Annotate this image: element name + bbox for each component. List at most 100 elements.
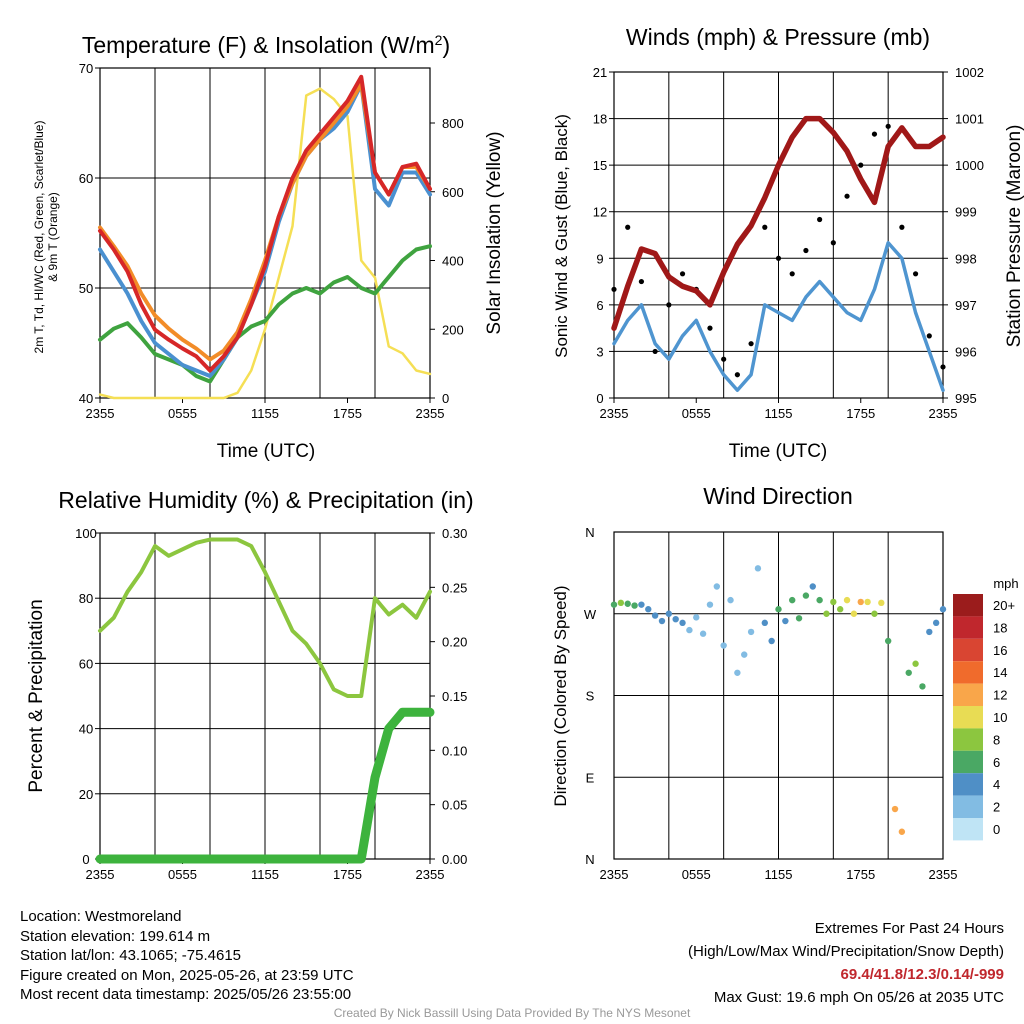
y-tick-label: E <box>586 770 595 785</box>
station-location: Location: Westmoreland <box>20 908 182 925</box>
legend-label: 2 <box>993 800 1000 815</box>
x-tick-label: 0555 <box>168 406 197 421</box>
y-tick-label: 50 <box>79 281 93 296</box>
series-line-station-pressure <box>611 115 946 331</box>
y2-tick-label: 800 <box>442 116 464 131</box>
direction-point <box>658 617 666 625</box>
title-sup: 2 <box>435 32 443 48</box>
series-line-solar-insolation <box>98 87 432 400</box>
y-tick-label: 0 <box>82 852 89 867</box>
extremes-panel: Extremes For Past 24 Hours (High/Low/Max… <box>688 917 1004 1009</box>
direction-point <box>624 600 631 607</box>
x-tick-label: 1755 <box>333 406 362 421</box>
legend-swatch <box>953 795 983 818</box>
legend-swatch <box>953 773 983 796</box>
y2-tick-label: 600 <box>442 185 464 200</box>
gust-point <box>775 255 782 261</box>
x-tick-label: 2355 <box>600 406 629 421</box>
legend-swatch <box>953 728 983 751</box>
direction-point <box>720 642 727 649</box>
x-tick-label: 2355 <box>86 867 115 882</box>
y2-axis-label: Solar Insolation (Yellow) <box>484 131 505 334</box>
y-tick-label: 21 <box>593 65 607 80</box>
direction-point <box>809 583 816 590</box>
gust-point <box>679 271 686 277</box>
legend-label: 0 <box>993 822 1000 837</box>
y2-tick-label: 995 <box>955 391 977 406</box>
y2-tick-label: 400 <box>442 254 464 269</box>
y2-tick-label: 997 <box>955 298 977 313</box>
series-line-precipitation <box>95 707 435 864</box>
y-tick-label: 40 <box>79 722 93 737</box>
x-tick-label: 0555 <box>682 406 711 421</box>
direction-point <box>631 602 638 609</box>
y2-axis-label: Station Pressure (Maroon) <box>1004 125 1024 348</box>
y-tick-label: 6 <box>596 298 603 313</box>
direction-point <box>699 630 707 637</box>
gust-point <box>721 356 727 362</box>
y-tick-label: W <box>584 607 597 622</box>
x-axis-label: Time (UTC) <box>729 441 828 462</box>
y-tick-label: 80 <box>79 591 93 606</box>
y-tick-label: N <box>585 525 594 540</box>
direction-point <box>816 596 823 604</box>
gust-point <box>638 278 645 285</box>
gust-point <box>803 247 809 254</box>
gust-point <box>830 240 836 246</box>
series-line-2m-t <box>98 74 432 373</box>
extremes-title: Extremes For Past 24 Hours <box>814 920 1004 937</box>
x-tick-label: 1155 <box>765 406 793 421</box>
gust-point <box>625 224 631 230</box>
y-axis-label-2: & 9m T (Orange) <box>46 192 60 282</box>
direction-point <box>843 596 851 604</box>
legend-label: 6 <box>993 755 1000 770</box>
legend-label: 16 <box>993 643 1007 658</box>
legend-label: 10 <box>993 710 1007 725</box>
legend-label: 12 <box>993 688 1007 703</box>
y2-tick-label: 0.20 <box>442 635 467 650</box>
chart-title: Relative Humidity (%) & Precipitation (i… <box>58 487 473 513</box>
extremes-subtitle: (High/Low/Max Wind/Precipitation/Snow De… <box>688 943 1004 960</box>
direction-point <box>754 565 762 572</box>
gust-point <box>940 364 946 370</box>
legend-title: mph <box>993 576 1018 591</box>
direction-point <box>795 615 803 622</box>
y-tick-label: 100 <box>75 526 97 541</box>
title-end: ) <box>442 32 450 58</box>
direction-point <box>747 628 755 636</box>
extremes-values: 69.4/41.8/12.3/0.14/-999 <box>840 966 1004 983</box>
x-tick-label: 1155 <box>765 867 793 882</box>
direction-point <box>617 599 625 607</box>
plot-frame <box>613 531 944 860</box>
x-tick-label: 1755 <box>846 867 875 882</box>
y2-tick-label: 0.25 <box>442 580 467 595</box>
recent-timestamp: Most recent data timestamp: 2025/05/26 2… <box>20 986 352 1003</box>
x-tick-label: 1755 <box>333 867 362 882</box>
x-tick-label: 1755 <box>846 406 875 421</box>
legend-swatch <box>953 638 983 662</box>
x-tick-label: 1155 <box>251 406 279 421</box>
direction-point <box>645 606 652 613</box>
y-tick-label: 15 <box>593 158 607 173</box>
direction-point <box>864 598 871 606</box>
legend-label: 18 <box>993 620 1007 635</box>
credit-line: Created By Nick Bassill Using Data Provi… <box>333 1006 691 1020</box>
station-info: Location: Westmoreland Station elevation… <box>20 907 354 1005</box>
y-tick-label: 40 <box>79 391 93 406</box>
direction-point <box>713 583 721 590</box>
station-elevation: Station elevation: 199.614 m <box>20 927 211 945</box>
direction-point <box>891 805 899 813</box>
direction-point <box>651 612 659 619</box>
direction-point <box>610 601 618 608</box>
legend-swatch <box>953 818 983 841</box>
gust-point <box>734 372 740 378</box>
legend-label: 8 <box>993 732 1000 747</box>
station-latlon: Station lat/lon: 43.1065; -75.4615 <box>20 947 242 964</box>
direction-point <box>912 660 919 667</box>
direction-point <box>878 599 885 607</box>
gust-point <box>885 123 891 129</box>
y-tick-label: 70 <box>79 61 93 76</box>
y-tick-label: 60 <box>79 171 93 186</box>
direction-point <box>741 651 748 658</box>
